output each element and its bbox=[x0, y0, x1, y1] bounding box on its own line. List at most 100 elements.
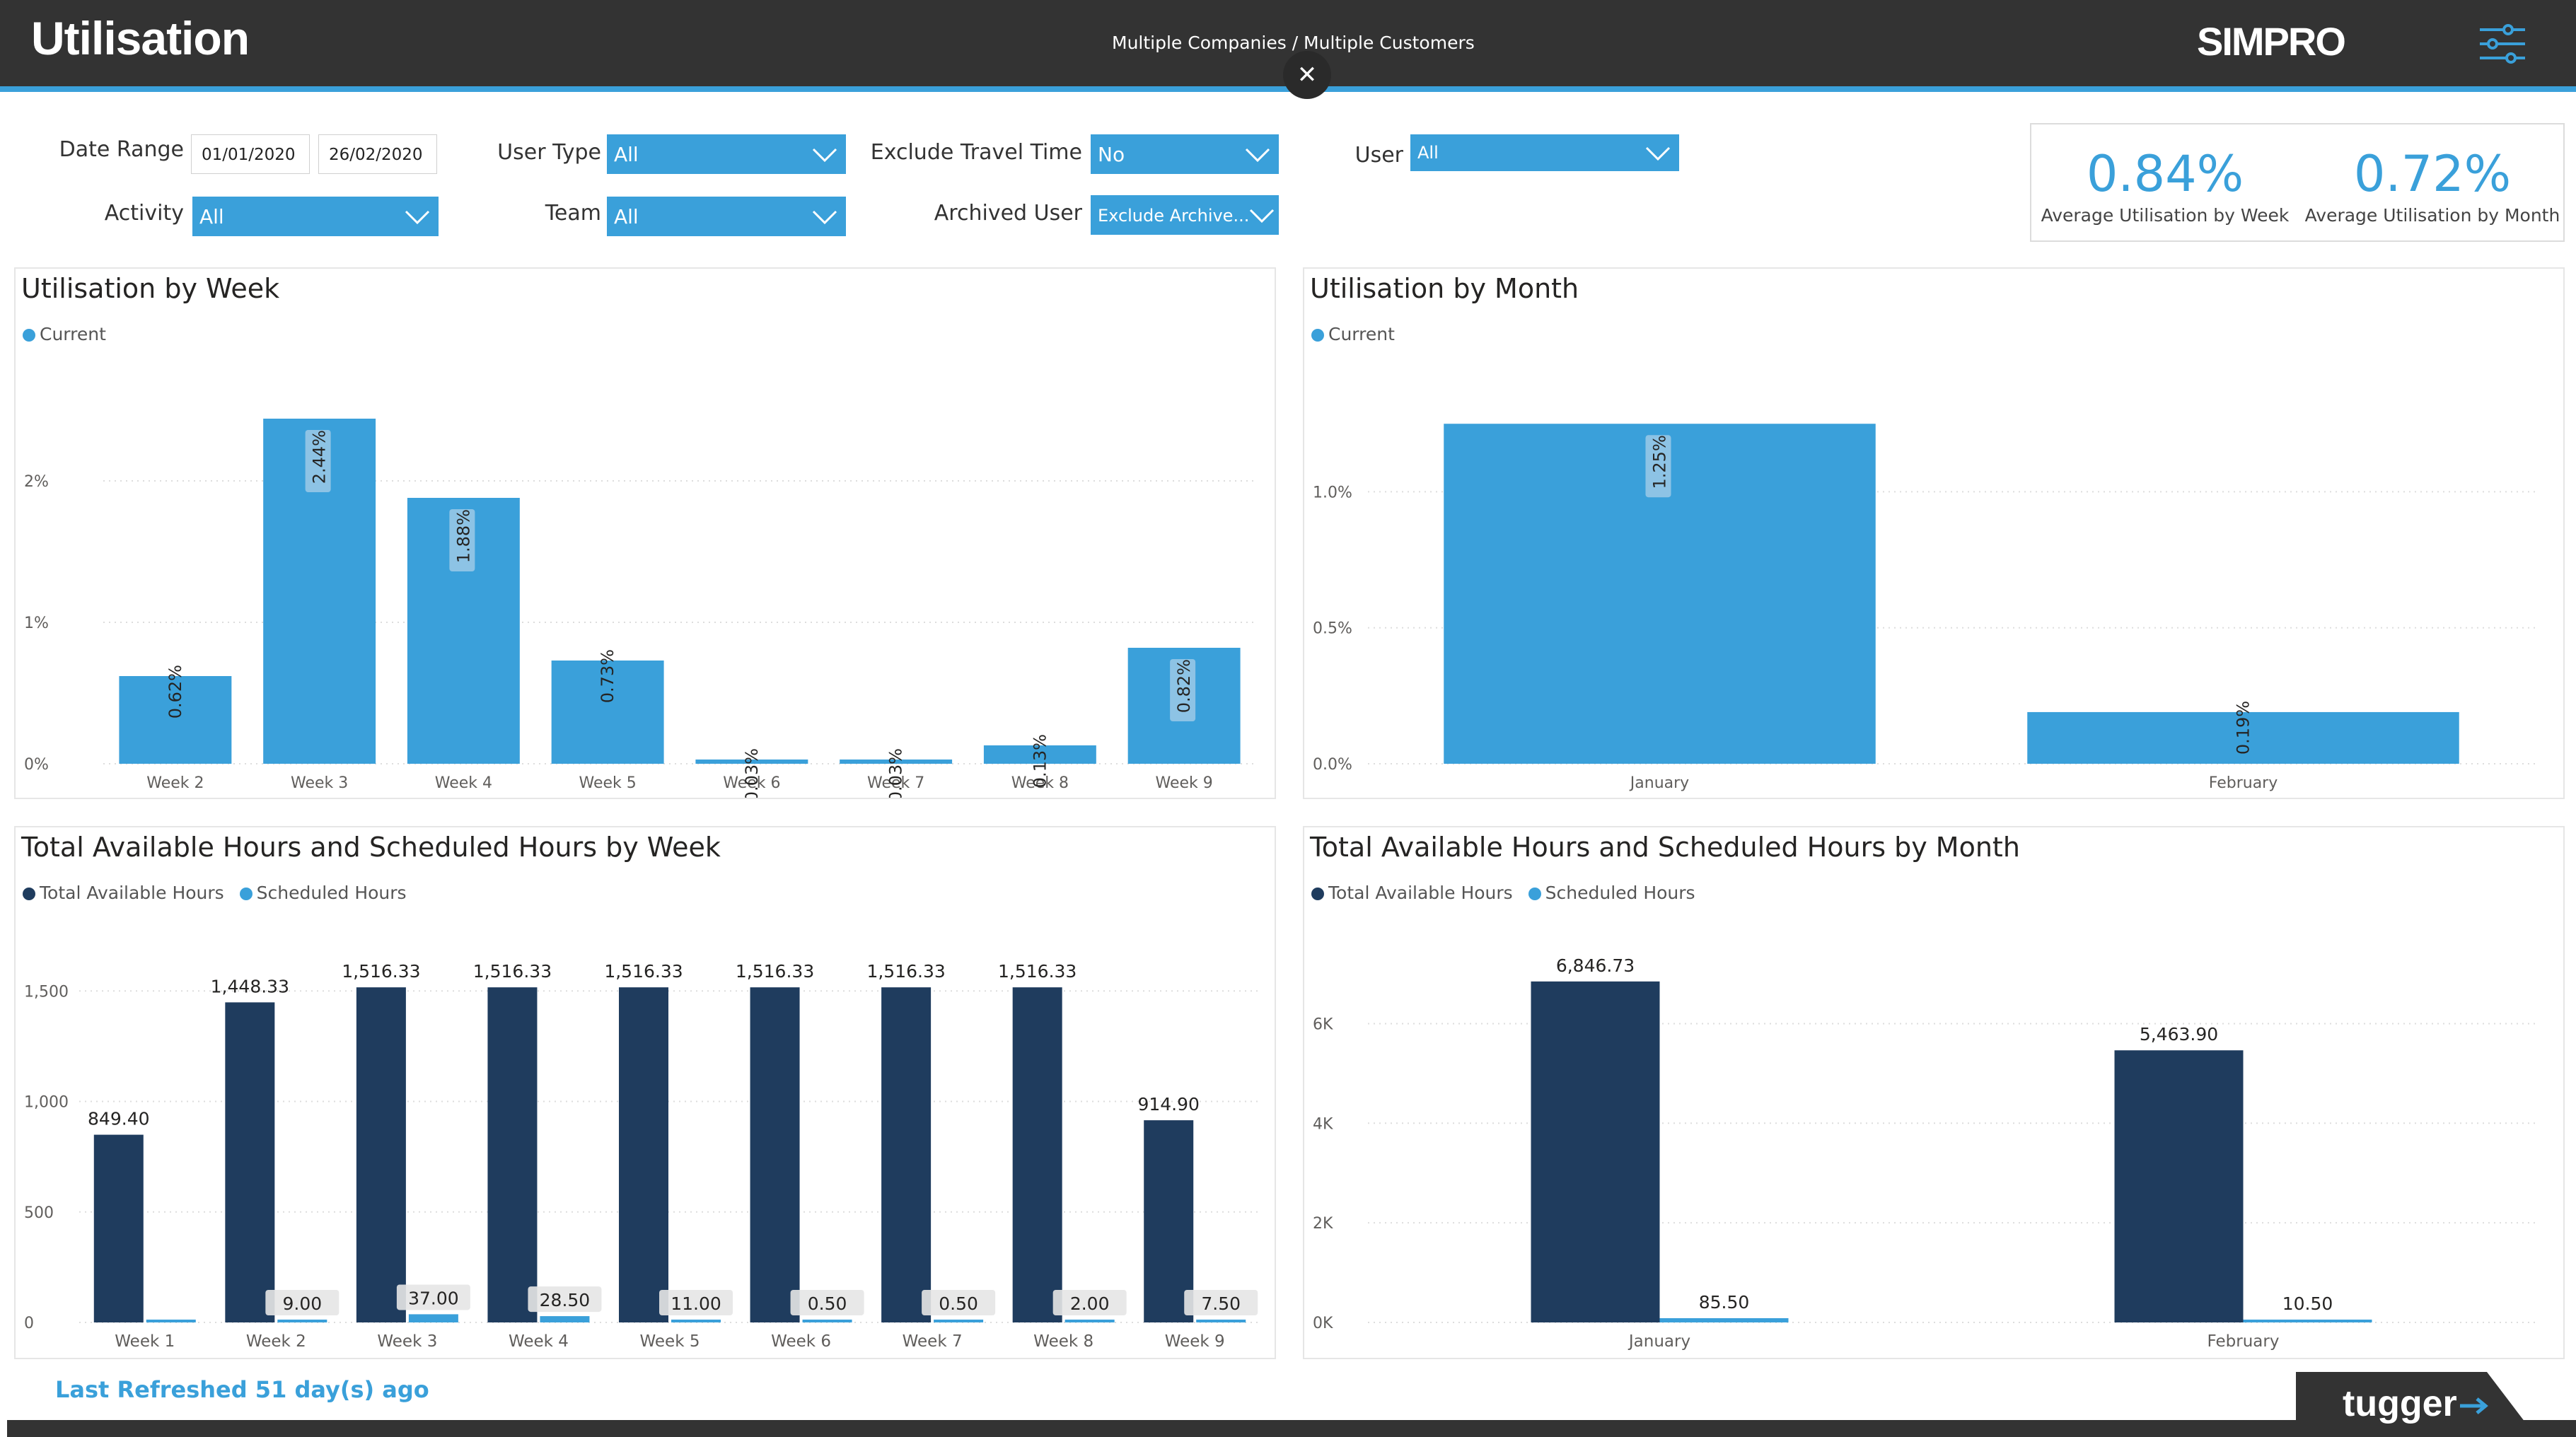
data-label: 0.03% bbox=[886, 748, 906, 798]
data-label-bg bbox=[528, 1286, 602, 1313]
kpi-week: 0.84% Average Utilisation by Week bbox=[2034, 146, 2296, 226]
y-tick-label: 0.5% bbox=[1313, 620, 1352, 638]
bar bbox=[983, 745, 1096, 764]
x-tick-label: Week 5 bbox=[640, 1332, 700, 1351]
data-label: 1,516.33 bbox=[473, 961, 552, 982]
hours-by-month-panel: Total Available Hours and Scheduled Hour… bbox=[1303, 826, 2565, 1359]
data-label: 1.88% bbox=[449, 509, 475, 571]
archived-user-value: Exclude Archive... bbox=[1098, 206, 1250, 226]
chart-legend: Total Available Hours Scheduled Hours bbox=[23, 883, 417, 903]
chevron-down-icon bbox=[405, 210, 430, 225]
bar-scheduled bbox=[2243, 1320, 2372, 1322]
x-tick-label: Week 3 bbox=[377, 1332, 437, 1351]
data-label-bg bbox=[265, 1290, 340, 1315]
legend-item: Current bbox=[23, 324, 106, 344]
bar-total bbox=[2114, 1050, 2244, 1322]
last-refreshed-text: Last Refreshed 51 day(s) ago bbox=[55, 1376, 429, 1403]
legend-item: Scheduled Hours bbox=[239, 883, 407, 903]
archived-user-dropdown[interactable]: Exclude Archive... bbox=[1091, 195, 1279, 235]
data-label: 1,516.33 bbox=[342, 961, 420, 982]
utilisation-by-week-panel: Utilisation by Week Current 0% 1% 2% Week 2… bbox=[14, 267, 1276, 799]
data-label: 1,516.33 bbox=[998, 961, 1077, 982]
data-label-bg bbox=[790, 1290, 864, 1315]
data-label-bg bbox=[396, 1284, 470, 1310]
x-tick-label: February bbox=[2207, 1332, 2280, 1351]
legend-dot-icon bbox=[239, 888, 253, 900]
chevron-down-icon bbox=[1245, 148, 1270, 163]
legend-label: Scheduled Hours bbox=[1545, 883, 1695, 903]
date-start-input[interactable]: 01/01/2020 bbox=[191, 134, 310, 174]
chart-legend: Current bbox=[23, 324, 116, 344]
x-tick-label: Week 4 bbox=[509, 1332, 569, 1351]
data-label: 0.73% bbox=[598, 649, 617, 703]
chart-title: Total Available Hours and Scheduled Hour… bbox=[21, 832, 721, 863]
data-label: 85.50 bbox=[1699, 1292, 1750, 1313]
chevron-down-icon bbox=[812, 148, 837, 163]
bar-scheduled bbox=[540, 1316, 590, 1322]
x-tick-label: February bbox=[2209, 774, 2278, 792]
team-value: All bbox=[614, 205, 639, 228]
kpi-month-value: 0.72% bbox=[2353, 145, 2512, 203]
bar-total bbox=[619, 987, 668, 1322]
data-label: 1,448.33 bbox=[211, 976, 289, 996]
chart-svg: 0 500 1,000 1,500 849.40 Week 1 1,448.33 9.00 We… bbox=[24, 961, 1260, 1351]
tugger-logo: tugger bbox=[2296, 1372, 2536, 1437]
bar-total bbox=[356, 987, 406, 1322]
y-tick-label: 0% bbox=[24, 756, 49, 774]
data-label-text: 0.13% bbox=[1030, 734, 1050, 788]
data-label-text: 1.25% bbox=[1650, 435, 1670, 489]
x-tick-label: Week 2 bbox=[146, 774, 204, 792]
bar bbox=[119, 676, 232, 764]
legend-label: Current bbox=[40, 324, 106, 344]
data-label: 914.90 bbox=[1137, 1094, 1199, 1115]
chart-svg: 0% 1% 2% Week 2 0.62% Week 3 2.44% Week 4 1.88% W… bbox=[24, 419, 1256, 798]
x-tick-label: Week 8 bbox=[1011, 774, 1069, 792]
date-end-input[interactable]: 26/02/2020 bbox=[318, 134, 437, 174]
data-label-bg bbox=[1645, 435, 1671, 498]
x-tick-label: Week 1 bbox=[115, 1332, 175, 1351]
activity-dropdown[interactable]: All bbox=[192, 197, 439, 236]
data-label: 1,516.33 bbox=[866, 961, 945, 982]
data-label-bg bbox=[1052, 1290, 1127, 1315]
user-type-value: All bbox=[614, 143, 639, 166]
legend-dot-icon bbox=[23, 888, 35, 900]
bar-scheduled bbox=[146, 1320, 196, 1322]
bar-total bbox=[1012, 987, 1062, 1322]
user-dropdown[interactable]: All bbox=[1410, 134, 1679, 171]
bar-scheduled bbox=[408, 1314, 458, 1322]
hours-by-week-panel: Total Available Hours and Scheduled Hour… bbox=[14, 826, 1276, 1359]
data-label: 1,516.33 bbox=[736, 961, 814, 982]
bar-total bbox=[487, 987, 538, 1322]
data-label: 28.50 bbox=[540, 1290, 591, 1310]
bar-scheduled bbox=[671, 1320, 721, 1322]
y-tick-label: 0 bbox=[24, 1315, 34, 1332]
legend-item: Total Available Hours bbox=[1311, 883, 1513, 903]
y-tick-label: 2% bbox=[24, 473, 49, 491]
user-type-dropdown[interactable]: All bbox=[607, 134, 846, 174]
close-button[interactable]: ✕ bbox=[1283, 51, 1331, 99]
data-label: 1,516.33 bbox=[604, 961, 683, 982]
filter-settings-icon[interactable] bbox=[2478, 21, 2526, 66]
exclude-travel-dropdown[interactable]: No bbox=[1091, 134, 1279, 174]
y-tick-label: 0.0% bbox=[1313, 756, 1352, 774]
legend-label: Total Available Hours bbox=[40, 883, 224, 903]
bar-total bbox=[750, 987, 800, 1322]
y-tick-label: 500 bbox=[24, 1204, 54, 1222]
utilisation-by-month-panel: Utilisation by Month Current 0.0% 0.5% 1.0… bbox=[1303, 267, 2565, 799]
legend-dot-icon bbox=[1311, 329, 1324, 342]
legend-dot-icon bbox=[1528, 888, 1541, 900]
bar-scheduled bbox=[1196, 1320, 1246, 1322]
legend-label: Scheduled Hours bbox=[256, 883, 407, 903]
chart-svg: 0K 2K 4K 6K 6,846.73 85.50 January 5,463.90 10.5… bbox=[1313, 955, 2535, 1351]
team-dropdown[interactable]: All bbox=[607, 197, 846, 236]
x-tick-label: Week 7 bbox=[867, 774, 924, 792]
bar-scheduled bbox=[1064, 1320, 1115, 1322]
chevron-down-icon bbox=[1645, 146, 1671, 161]
data-label: 7.50 bbox=[1201, 1293, 1241, 1314]
data-label: 0.19% bbox=[2234, 701, 2253, 755]
data-label: 11.00 bbox=[671, 1293, 721, 1314]
activity-value: All bbox=[199, 205, 224, 228]
data-label-text: 1.88% bbox=[453, 509, 473, 563]
bar-total bbox=[881, 987, 932, 1322]
y-tick-label: 1.0% bbox=[1313, 484, 1352, 501]
